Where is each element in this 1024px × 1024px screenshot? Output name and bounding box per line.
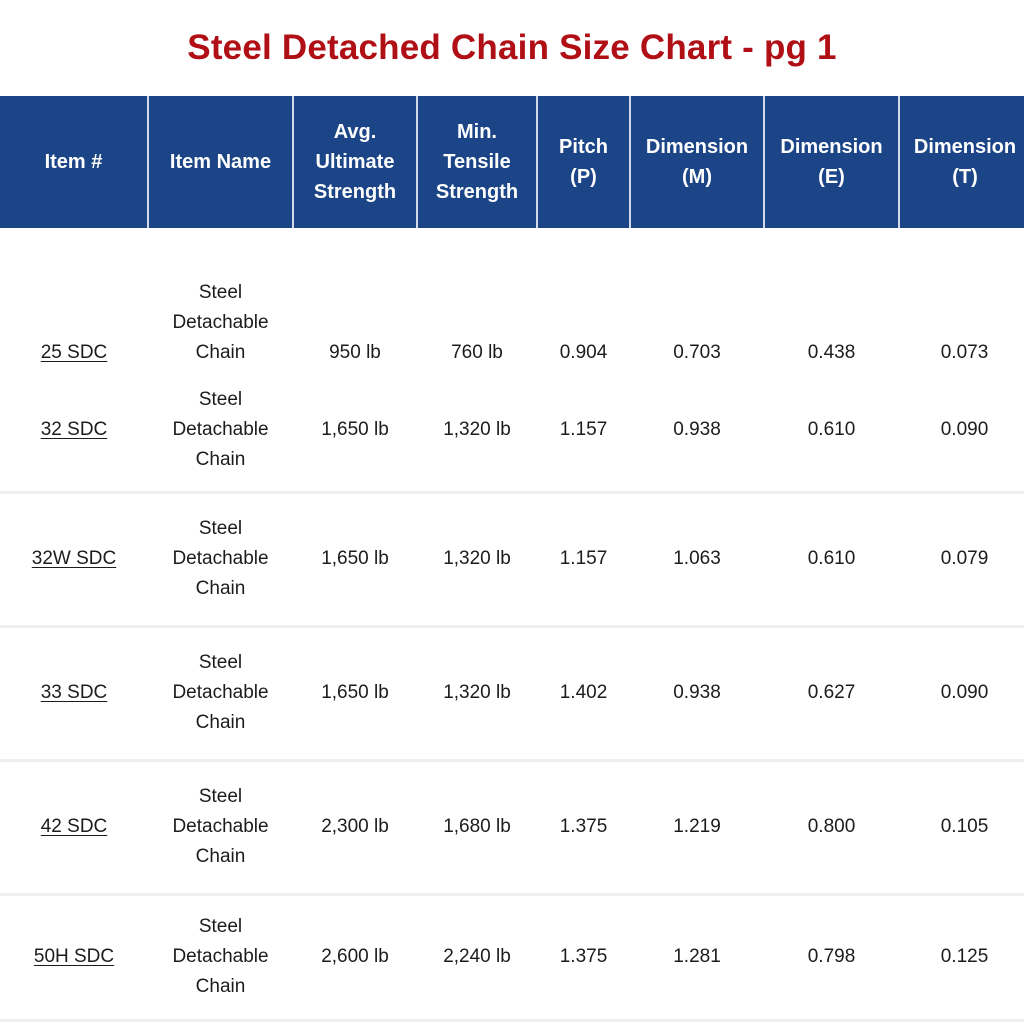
item-name-cell: Steel Detachable Chain [148, 760, 293, 896]
value-cell: 760 lb [451, 342, 503, 363]
value-cell: 0.073 [940, 342, 989, 363]
value-cell: 1,680 lb [417, 760, 537, 896]
item-name-cell: Steel Detachable Chain [148, 370, 293, 494]
column-header: Avg. Ultimate Strength [292, 96, 417, 228]
table-row: 33 SDC Steel Detachable Chain 1,650 lb 1,32… [0, 626, 1024, 762]
value-cell: 1,650 lb [293, 492, 417, 628]
value-cell: 1,650 lb [293, 626, 417, 762]
value-cell: 1.375 [537, 894, 630, 1022]
table-row: 32 SDC Steel Detachable Chain 1,650 lb 1,32… [0, 370, 1024, 494]
column-header: Item # [0, 96, 148, 228]
table-row: 50H SDC Steel Detachable Chain 2,600 lb 2,2… [0, 894, 1024, 1022]
column-header: Dimension (T) [898, 96, 1024, 228]
title-bar: Steel Detached Chain Size Chart - pg 1 [0, 0, 1024, 96]
value-cell: 0.438 [807, 342, 856, 363]
item-name-cell: Steel Detachable Chain [148, 492, 293, 628]
item-link[interactable]: 25 SDC [40, 342, 108, 363]
value-cell: 1,650 lb [293, 370, 417, 494]
value-cell: 1.375 [537, 760, 630, 896]
item-name-cell: Steel Detachable Chain [148, 894, 293, 1022]
value-cell: 2,300 lb [293, 760, 417, 896]
value-cell: 1.157 [537, 492, 630, 628]
value-cell: 0.938 [630, 370, 764, 494]
value-cell: 0.125 [899, 894, 1024, 1022]
value-cell: 0.904 [559, 342, 608, 363]
value-cell: 1,320 lb [417, 626, 537, 762]
column-header: Dimension (E) [763, 96, 899, 228]
item-link[interactable]: 32W SDC [0, 492, 148, 628]
table-body: 25 SDC Steel Detachable Chain 950 lb 760 lb… [0, 228, 1024, 1022]
table-row: 42 SDC Steel Detachable Chain 2,300 lb 1,68… [0, 760, 1024, 896]
value-cell: 0.105 [899, 760, 1024, 896]
page-title: Steel Detached Chain Size Chart - pg 1 [187, 28, 837, 67]
value-cell: 1.219 [630, 760, 764, 896]
value-cell: 0.090 [899, 626, 1024, 762]
value-cell: 0.798 [764, 894, 899, 1022]
size-chart-table: Item # Item Name Avg. Ultimate Strength Min… [0, 96, 1024, 1022]
value-cell: 0.627 [764, 626, 899, 762]
value-cell: 0.800 [764, 760, 899, 896]
column-header: Item Name [147, 96, 293, 228]
value-cell: 950 lb [329, 342, 381, 363]
value-cell: 0.703 [673, 342, 721, 363]
value-cell: 1.402 [537, 626, 630, 762]
value-cell: 1.063 [630, 492, 764, 628]
value-cell: 0.938 [630, 626, 764, 762]
table-row: 32W SDC Steel Detachable Chain 1,650 lb 1,3… [0, 492, 1024, 628]
column-header: Min. Tensile Strength [416, 96, 537, 228]
value-cell: 2,600 lb [293, 894, 417, 1022]
value-cell: 0.610 [764, 492, 899, 628]
value-cell: 0.610 [764, 370, 899, 494]
item-link[interactable]: 42 SDC [0, 760, 148, 896]
value-cell: 1.281 [630, 894, 764, 1022]
item-link[interactable]: 50H SDC [0, 894, 148, 1022]
value-cell: 0.090 [899, 370, 1024, 494]
item-link[interactable]: 33 SDC [0, 626, 148, 762]
value-cell: 2,240 lb [417, 894, 537, 1022]
value-cell: 1.157 [537, 370, 630, 494]
column-header: Dimension (M) [629, 96, 764, 228]
value-cell: 1,320 lb [417, 492, 537, 628]
item-name-cell: Steel Detachable Chain [148, 626, 293, 762]
item-link[interactable]: 32 SDC [0, 370, 148, 494]
value-cell: 1,320 lb [417, 370, 537, 494]
table-row: 25 SDC Steel Detachable Chain 950 lb 760 lb… [0, 228, 1024, 370]
header-row: Item # Item Name Avg. Ultimate Strength Min… [0, 96, 1024, 228]
value-cell: 0.079 [899, 492, 1024, 628]
column-header: Pitch (P) [536, 96, 630, 228]
item-name-cell: Steel Detachable Chain [172, 282, 269, 363]
